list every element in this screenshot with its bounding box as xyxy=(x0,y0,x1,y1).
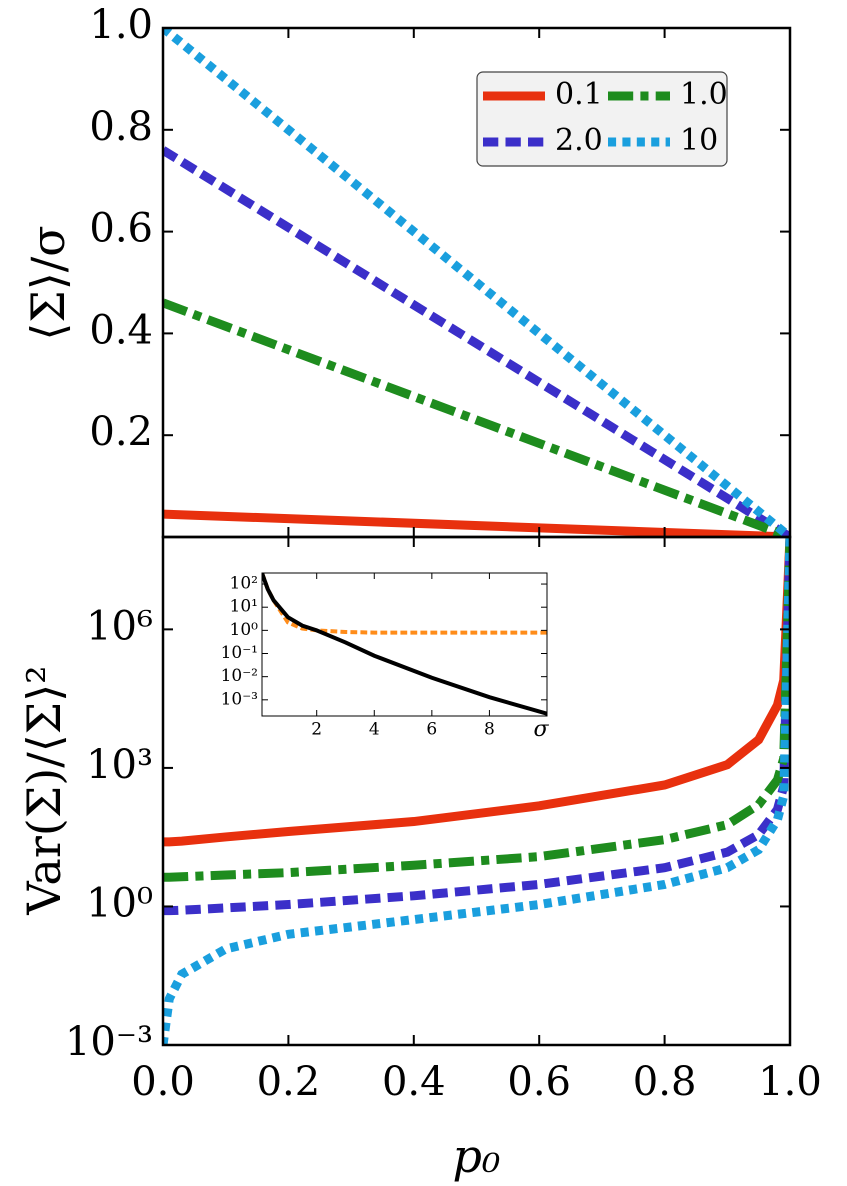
series-line xyxy=(163,537,790,916)
plot-area xyxy=(163,537,790,1045)
y-tick-label: 10⁻¹ xyxy=(221,643,258,663)
legend-label: 1.0 xyxy=(680,77,728,112)
y-tick-label: 10⁻³ xyxy=(65,1019,153,1065)
x-tick-label: 0.4 xyxy=(382,1059,446,1105)
legend-label: 0.1 xyxy=(555,77,603,112)
y-tick-label: 0.6 xyxy=(89,206,153,252)
y-tick-label: 0.2 xyxy=(89,409,153,455)
x-tick-label: 4 xyxy=(369,720,380,740)
x-tick-label: 1.0 xyxy=(758,1059,822,1105)
x-axis-label: σ xyxy=(533,717,549,742)
series-line xyxy=(262,573,547,716)
y-tick-label: 10⁻² xyxy=(221,666,258,686)
plot-area xyxy=(262,573,547,716)
axes-frame xyxy=(161,535,792,1047)
x-tick-label: 8 xyxy=(484,720,495,740)
y-tick-label: 0.8 xyxy=(89,104,153,150)
y-tick-label: 10¹ xyxy=(230,597,258,617)
x-tick-label: 0.6 xyxy=(507,1059,571,1105)
series-line xyxy=(163,509,790,537)
x-tick-label: 2 xyxy=(311,720,322,740)
series-line xyxy=(163,146,790,537)
y-tick-label: 1.0 xyxy=(89,2,153,48)
y-tick-label: 10⁰ xyxy=(230,620,259,640)
series-line xyxy=(163,537,790,847)
y-tick-label: 0.4 xyxy=(89,307,153,353)
x-tick-label: 6 xyxy=(426,720,437,740)
x-tick-label: 0.0 xyxy=(131,1059,195,1105)
y-tick-label: 10² xyxy=(230,574,258,594)
series-line xyxy=(163,298,790,537)
y-axis-label: Var(Σ)/⟨Σ⟩² xyxy=(17,665,71,915)
x-tick-label: 0.2 xyxy=(257,1059,321,1105)
series-line xyxy=(163,537,790,882)
series-line xyxy=(163,537,790,1045)
legend-label: 10 xyxy=(680,123,718,158)
x-axis-label: p₀ xyxy=(453,1129,501,1183)
axes-frame xyxy=(261,572,548,717)
plot-area xyxy=(163,28,790,537)
legend-label: 2.0 xyxy=(555,123,603,158)
y-tick-label: 10³ xyxy=(86,742,153,788)
x-tick-label: 0.8 xyxy=(633,1059,697,1105)
inset-background xyxy=(262,573,547,716)
series-line xyxy=(163,28,790,537)
y-tick-label: 10⁻³ xyxy=(221,689,258,709)
y-axis-label: ⟨Σ⟩/σ xyxy=(21,225,75,340)
y-tick-label: 10⁶ xyxy=(86,603,153,649)
y-tick-label: 10⁰ xyxy=(86,880,153,926)
